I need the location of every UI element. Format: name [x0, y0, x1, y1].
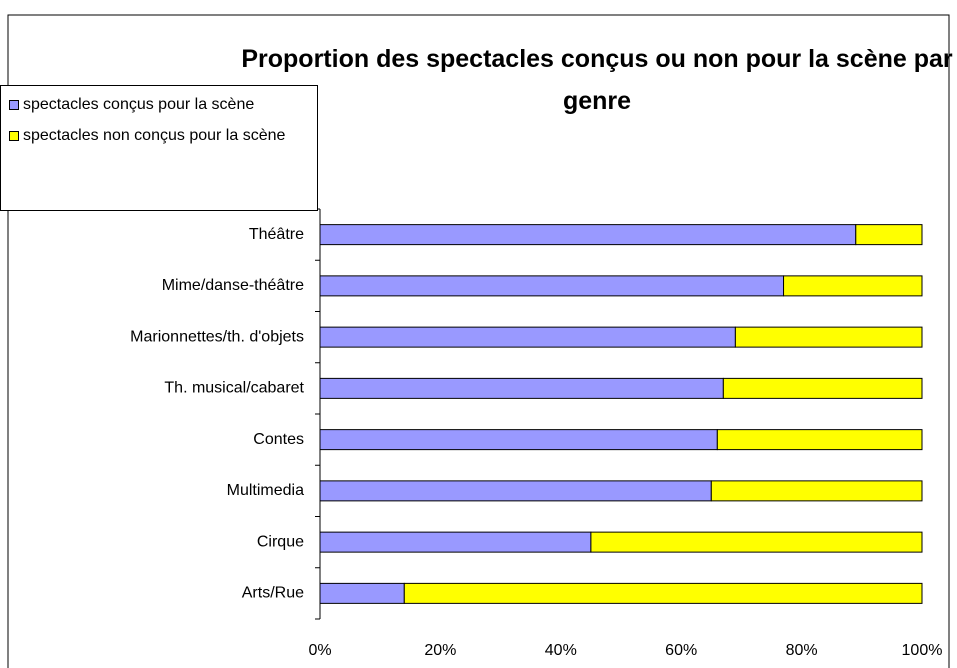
bar-segment: [319, 377, 724, 399]
y-tick-label: Théâtre: [249, 226, 304, 243]
bar-segment: [722, 377, 923, 399]
x-tick-label: 0%: [308, 642, 331, 659]
y-tick-label: Multimedia: [227, 482, 304, 499]
legend-label: spectacles conçus pour la scène: [23, 96, 255, 113]
bar-segment: [734, 326, 923, 348]
bar-segment: [319, 275, 785, 297]
chart-title: Proportion des spectacles conçus ou non …: [241, 45, 953, 115]
bar-segment: [403, 582, 923, 604]
chart-border: [7, 14, 950, 668]
x-tick-label: 80%: [786, 642, 818, 659]
x-tick-label: 100%: [902, 642, 943, 659]
bar-segment: [319, 224, 857, 246]
bar-segment: [855, 224, 923, 246]
y-tick-label: Arts/Rue: [242, 585, 304, 602]
bar-segment: [319, 582, 405, 604]
y-tick-label: Marionnettes/th. d'objets: [130, 328, 304, 345]
legend-label: spectacles non conçus pour la scène: [23, 127, 286, 144]
bar-segment: [319, 326, 736, 348]
bar-segment: [783, 275, 923, 297]
bar-segment: [319, 480, 712, 502]
bar-segment: [710, 480, 923, 502]
bar-segment: [319, 531, 592, 553]
bar-segment: [590, 531, 923, 553]
legend-swatch: [9, 131, 19, 141]
y-tick-label: Th. musical/cabaret: [164, 380, 304, 397]
legend: spectacles conçus pour la scène spectacle…: [0, 85, 318, 211]
y-tick-label: Mime/danse-théâtre: [162, 277, 304, 294]
x-tick-label: 20%: [424, 642, 456, 659]
legend-entry: spectacles non conçus pour la scène: [9, 123, 313, 148]
bar-segment: [319, 429, 718, 451]
x-tick-label: 60%: [665, 642, 697, 659]
legend-swatch: [9, 100, 19, 110]
x-tick-label: 40%: [545, 642, 577, 659]
bar-segment: [716, 429, 923, 451]
legend-entry: spectacles conçus pour la scène: [9, 92, 313, 117]
y-tick-label: Contes: [253, 431, 304, 448]
y-tick-label: Cirque: [257, 533, 304, 550]
